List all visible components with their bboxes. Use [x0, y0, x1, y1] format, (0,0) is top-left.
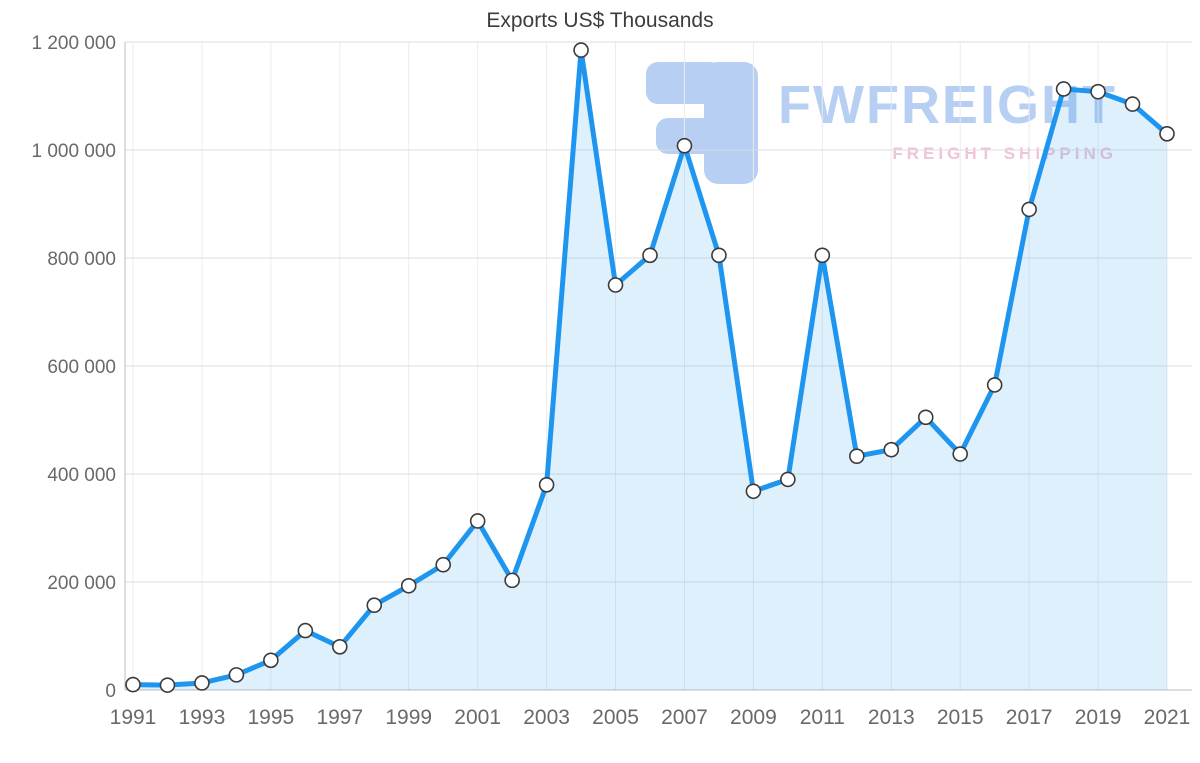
x-axis-label: 1991: [110, 706, 157, 729]
data-point-2001[interactable]: [469, 513, 486, 529]
x-axis-label: 2003: [523, 706, 570, 729]
data-point-2019[interactable]: [1090, 83, 1106, 100]
data-point-2013[interactable]: [883, 441, 900, 458]
data-point-2017[interactable]: [1021, 201, 1037, 218]
data-point-1991[interactable]: [125, 676, 141, 693]
x-axis-label: 2005: [592, 706, 639, 729]
x-axis-label: 2007: [661, 706, 708, 729]
data-point-2000[interactable]: [435, 556, 452, 573]
area-fill: [133, 50, 1167, 691]
x-axis-label: 1999: [385, 706, 432, 729]
data-point-1998[interactable]: [366, 597, 383, 614]
watermark-text-block: FWFREIGHT FREIGHT SHIPPING: [778, 62, 1117, 164]
data-point-2010[interactable]: [780, 471, 796, 488]
data-point-1997[interactable]: [331, 638, 348, 655]
data-point-1999[interactable]: [400, 577, 417, 594]
watermark: FWFREIGHT FREIGHT SHIPPING: [646, 62, 1117, 184]
data-point-1993[interactable]: [194, 675, 210, 691]
x-axis-label: 2009: [730, 706, 777, 729]
data-point-2018[interactable]: [1055, 81, 1072, 97]
data-point-2011[interactable]: [814, 247, 831, 264]
data-point-2014[interactable]: [917, 409, 934, 426]
x-axis-label: 2017: [1006, 706, 1053, 729]
data-point-2002[interactable]: [504, 572, 520, 589]
x-axis-label: 1993: [179, 706, 226, 729]
x-axis-label: 2015: [937, 706, 984, 729]
data-point-2007[interactable]: [676, 137, 693, 154]
data-point-2021[interactable]: [1159, 126, 1175, 142]
data-point-2016[interactable]: [986, 377, 1003, 393]
x-axis-label: 2019: [1075, 706, 1122, 729]
x-axis-label: 2013: [868, 706, 915, 729]
data-point-2005[interactable]: [607, 277, 624, 293]
x-axis-label: 2011: [800, 706, 845, 729]
y-axis-label: 600 000: [47, 357, 116, 378]
data-point-2009[interactable]: [745, 483, 762, 500]
y-axis-label: 0: [105, 681, 116, 702]
watermark-tagline-text: FREIGHT SHIPPING: [892, 144, 1117, 163]
data-point-1996[interactable]: [297, 622, 314, 639]
y-axis-label: 1 000 000: [31, 141, 116, 162]
x-axis-label: 2001: [454, 706, 501, 729]
data-point-2006[interactable]: [642, 247, 658, 264]
data-point-1995[interactable]: [263, 652, 279, 669]
fwfreight-logo-icon: [646, 62, 758, 184]
chart-title: Exports US$ Thousands: [486, 9, 714, 32]
data-point-1994[interactable]: [228, 667, 245, 683]
y-axis-label: 800 000: [47, 249, 116, 270]
data-point-1992[interactable]: [159, 677, 176, 693]
y-axis-label: 200 000: [47, 573, 116, 594]
y-axis-label: 400 000: [47, 465, 116, 486]
x-axis-label: 1997: [316, 706, 363, 729]
data-point-2015[interactable]: [952, 446, 969, 462]
data-point-2020[interactable]: [1124, 96, 1141, 112]
x-axis-label: 1995: [248, 706, 295, 729]
data-point-2004[interactable]: [573, 42, 589, 58]
data-point-2012[interactable]: [848, 448, 865, 464]
x-axis-label: 2021: [1144, 706, 1191, 729]
data-point-2008[interactable]: [711, 247, 727, 264]
data-point-2003[interactable]: [538, 476, 555, 493]
y-axis-label: 1 200 000: [31, 33, 116, 54]
